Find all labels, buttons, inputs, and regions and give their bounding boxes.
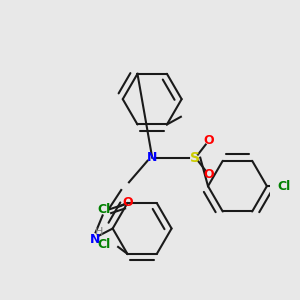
Text: Cl: Cl xyxy=(97,203,110,216)
Text: O: O xyxy=(203,168,214,181)
Text: N: N xyxy=(90,233,100,246)
Text: Cl: Cl xyxy=(97,238,110,251)
Text: N: N xyxy=(147,151,158,164)
Text: O: O xyxy=(203,134,214,147)
Text: S: S xyxy=(190,151,200,165)
Text: O: O xyxy=(122,196,133,209)
Text: Cl: Cl xyxy=(278,180,291,193)
Text: H: H xyxy=(95,227,104,237)
